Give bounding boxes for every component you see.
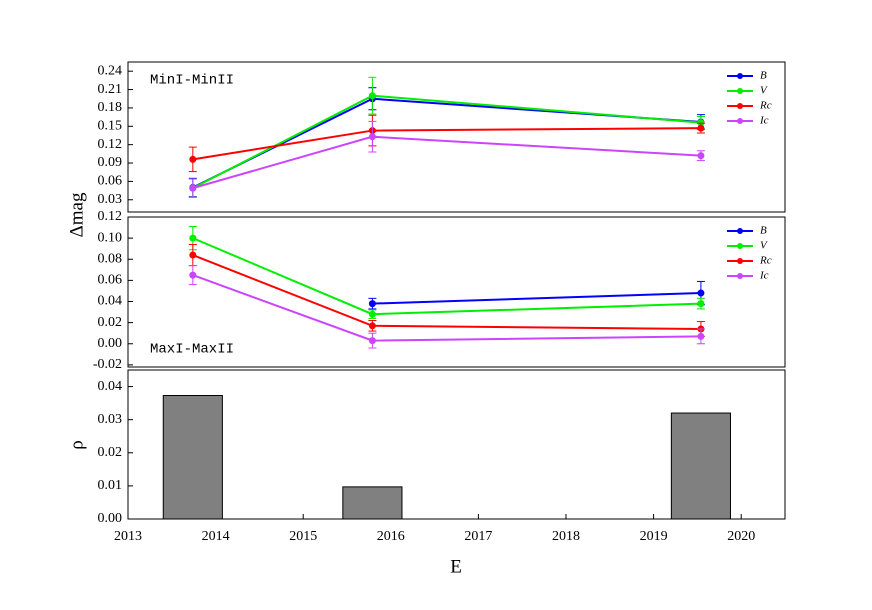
y-tick-label: 0.15 bbox=[98, 119, 123, 134]
y-tick-label: 0.00 bbox=[98, 511, 123, 526]
y-tick-label: 0.04 bbox=[98, 294, 123, 309]
y-tick-label: 0.01 bbox=[98, 478, 123, 493]
x-tick-label: 2015 bbox=[289, 529, 317, 544]
y-tick-label: 0.02 bbox=[98, 445, 123, 460]
y-axis-title: Δmag bbox=[66, 192, 87, 237]
legend-label: B bbox=[760, 225, 767, 237]
y-tick-label: 0.04 bbox=[98, 379, 123, 394]
y-tick-label: 0.12 bbox=[98, 137, 123, 152]
point bbox=[189, 184, 197, 192]
point bbox=[368, 337, 376, 345]
bar bbox=[670, 412, 731, 520]
annotation: MaxI-MaxII bbox=[150, 342, 234, 358]
x-tick-label: 2020 bbox=[727, 529, 755, 544]
series-line bbox=[192, 135, 701, 190]
x-tick-label: 2013 bbox=[114, 529, 142, 544]
y-tick-label: 0.00 bbox=[98, 336, 123, 351]
point bbox=[368, 310, 376, 318]
y-axis-title: ρ bbox=[66, 440, 87, 449]
y-tick-label: 0.18 bbox=[98, 100, 123, 115]
x-axis-title: E bbox=[450, 556, 462, 577]
x-tick-label: 2019 bbox=[640, 529, 668, 544]
y-tick-label: -0.02 bbox=[93, 357, 122, 372]
x-tick-label: 2017 bbox=[464, 529, 492, 544]
point bbox=[697, 124, 705, 132]
legend-marker bbox=[737, 273, 743, 279]
x-tick-label: 2016 bbox=[377, 529, 405, 544]
series-line bbox=[192, 254, 701, 330]
point bbox=[368, 133, 376, 141]
legend-marker bbox=[737, 73, 743, 79]
legend-marker bbox=[737, 243, 743, 249]
annotation: MinI-MinII bbox=[150, 73, 234, 89]
series-line bbox=[192, 127, 701, 161]
point bbox=[697, 289, 705, 297]
point bbox=[368, 322, 376, 330]
point bbox=[189, 155, 197, 163]
point bbox=[189, 251, 197, 259]
legend-label: V bbox=[760, 85, 768, 97]
x-tick-label: 2014 bbox=[202, 529, 230, 544]
legend-label: Ic bbox=[759, 270, 769, 282]
legend-label: V bbox=[760, 240, 768, 252]
series-line bbox=[372, 292, 701, 305]
point bbox=[368, 300, 376, 308]
x-tick-label: 2018 bbox=[552, 529, 580, 544]
bar bbox=[342, 486, 403, 520]
legend-marker bbox=[737, 118, 743, 124]
y-tick-label: 0.08 bbox=[98, 251, 123, 266]
point bbox=[368, 92, 376, 100]
point bbox=[697, 119, 705, 127]
plot-frame bbox=[127, 61, 786, 213]
point bbox=[697, 152, 705, 160]
legend-label: Rc bbox=[759, 100, 772, 112]
y-tick-label: 0.06 bbox=[98, 174, 123, 189]
legend-label: Rc bbox=[759, 255, 772, 267]
point bbox=[697, 300, 705, 308]
y-tick-label: 0.06 bbox=[98, 273, 123, 288]
legend-marker bbox=[737, 88, 743, 94]
point bbox=[697, 332, 705, 340]
legend-marker bbox=[737, 103, 743, 109]
y-tick-label: 0.03 bbox=[98, 412, 123, 427]
plot-frame bbox=[127, 216, 786, 368]
y-tick-label: 0.24 bbox=[98, 63, 123, 78]
y-tick-label: 0.21 bbox=[98, 82, 123, 97]
point bbox=[189, 234, 197, 242]
y-tick-label: 0.12 bbox=[98, 209, 123, 224]
y-tick-label: 0.02 bbox=[98, 315, 123, 330]
y-tick-label: 0.03 bbox=[98, 192, 123, 207]
plot-frame bbox=[127, 369, 786, 520]
series-line bbox=[192, 97, 701, 189]
legend-label: Ic bbox=[759, 115, 769, 127]
y-tick-label: 0.10 bbox=[98, 230, 123, 245]
y-tick-label: 0.09 bbox=[98, 155, 123, 170]
legend-label: B bbox=[760, 70, 767, 82]
legend-marker bbox=[737, 258, 743, 264]
legend-marker bbox=[737, 228, 743, 234]
point bbox=[189, 271, 197, 279]
bar bbox=[162, 394, 223, 520]
